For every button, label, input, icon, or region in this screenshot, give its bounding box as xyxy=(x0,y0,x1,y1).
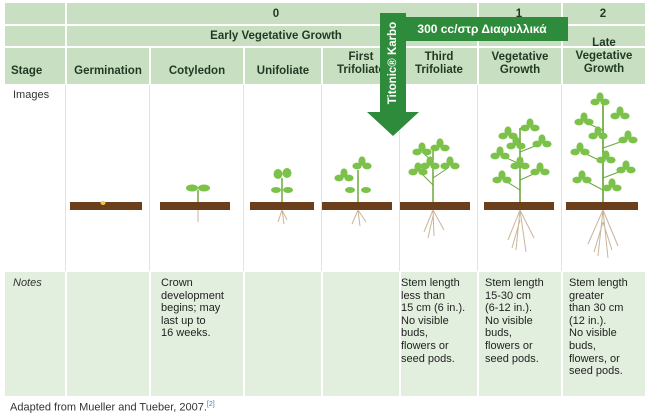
col-cotyledon: Cotyledon xyxy=(168,65,226,77)
plant-late-vegetative-growth xyxy=(570,92,638,259)
note-late-vegetative-growth: Stem length greater than 30 cm (12 in.). No … xyxy=(569,277,628,378)
soil-vegetative-growth xyxy=(484,202,554,210)
images-label: Images xyxy=(13,89,50,101)
source-footer: Adapted from Mueller and Tueber, 2007.[2… xyxy=(10,401,215,414)
stage-number-2: 2 xyxy=(599,8,607,20)
soil-cotyledon xyxy=(160,202,230,210)
growth-stage-table: 0 1 2 Early Vegetative Growth Stage Germ… xyxy=(5,3,645,396)
soil-late-vegetative-growth xyxy=(566,202,638,210)
col-first-trifoliate: First Trifoliate xyxy=(337,51,385,76)
footer-text: Adapted from Mueller and Tueber, 2007. xyxy=(10,401,207,414)
early-vegetative-growth-label: Early Vegetative Growth xyxy=(210,30,342,42)
col-unifoliate: Unifoliate xyxy=(256,65,310,77)
note-third-trifoliate: Stem length less than 15 cm (6 in.). No vis… xyxy=(401,277,466,365)
arrow-head-icon xyxy=(367,112,419,136)
col-germination: Germination xyxy=(74,65,142,77)
plant-vegetative-growth xyxy=(490,118,552,253)
stage-number-1: 1 xyxy=(515,8,523,20)
soil-third-trifoliate xyxy=(400,202,470,210)
col-vegetative-growth: Vegetative Growth xyxy=(491,51,549,76)
soil-first-trifoliate xyxy=(322,202,392,210)
soil-unifoliate xyxy=(250,202,314,210)
footer-reference-link[interactable]: [2] xyxy=(206,401,215,408)
images-row xyxy=(5,85,645,271)
col-third-trifoliate: Third Trifoliate xyxy=(415,51,463,76)
stage-number-0: 0 xyxy=(272,8,280,20)
plant-unifoliate xyxy=(271,168,293,225)
plant-third-trifoliate xyxy=(408,138,460,239)
note-cotyledon: Crown development begins; may last up to 16 … xyxy=(161,277,224,340)
plant-cotyledon xyxy=(186,184,210,222)
soil-germination xyxy=(70,202,142,210)
header-stage-row xyxy=(5,47,645,85)
plant-first-trifoliate xyxy=(334,156,372,227)
dosage-banner: 300 cc/στρ Διαφυλλικά xyxy=(396,17,568,41)
notes-row xyxy=(5,271,645,396)
note-vegetative-growth: Stem length 15-30 cm (6-12 in.). No visible… xyxy=(485,277,544,365)
stage-label: Stage xyxy=(11,65,43,77)
notes-label: Notes xyxy=(13,277,42,289)
seed xyxy=(100,201,106,205)
